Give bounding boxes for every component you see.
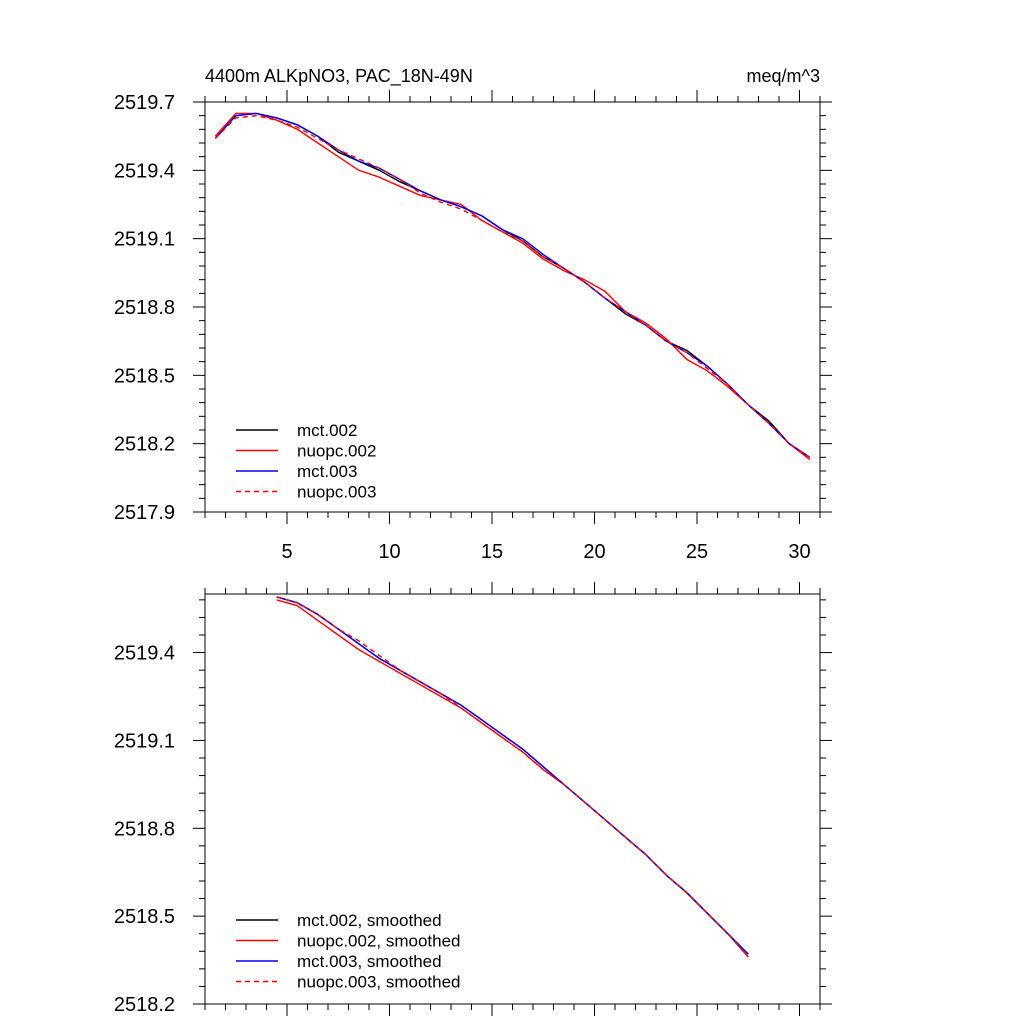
y-tick-label: 2519.4 [114, 643, 175, 665]
bottom-legend: mct.002, smoothed nuopc.002, smoothedmct.… [236, 911, 461, 992]
series-line [214, 112, 811, 458]
series-line [214, 114, 811, 458]
series-line [276, 596, 749, 955]
series-line [214, 112, 811, 461]
y-tick-label: 2519.4 [114, 160, 175, 182]
top-panel: 4400m ALKpNO3, PAC_18N-49N meq/m^3 5 10 15… [114, 66, 832, 563]
bottom-panel: 2519.4 2519.1 2518.8 2518.5 2518.2 mct.002, … [114, 582, 832, 1016]
x-tick-label: 10 [378, 541, 400, 563]
y-tick-label: 2517.9 [114, 502, 175, 524]
series-line [276, 599, 749, 958]
series-line [276, 596, 749, 958]
legend-label: mct.003 [297, 462, 357, 481]
legend-label: mct.002 [297, 421, 357, 440]
legend-label: nuopc.002, smoothed [297, 932, 461, 951]
units-label: meq/m^3 [747, 66, 820, 86]
legend-label: nuopc.002 [297, 442, 376, 461]
x-tick-label: 15 [481, 541, 503, 563]
y-tick-label: 2518.8 [114, 818, 175, 840]
top-series-group [214, 112, 811, 461]
bottom-axis-ticks: 2519.4 2519.1 2518.8 2518.5 2518.2 [114, 582, 832, 1016]
x-tick-label: 20 [583, 541, 605, 563]
legend-label: nuopc.003, smoothed [297, 973, 461, 992]
y-tick-label: 2518.2 [114, 434, 175, 456]
y-tick-label: 2519.1 [114, 730, 175, 752]
y-tick-label: 2519.7 [114, 92, 175, 114]
y-tick-label: 2519.1 [114, 229, 175, 251]
x-tick-label: 30 [788, 541, 810, 563]
top-axis-ticks: 5 10 15 20 25 30 2519.7 2519.4 2519.1 2518.8 2518.… [114, 90, 832, 563]
x-tick-label: 25 [686, 541, 708, 563]
bottom-series-group [276, 596, 749, 958]
legend-label: mct.002, smoothed [297, 911, 442, 930]
series-line [276, 596, 749, 955]
y-tick-label: 2518.5 [114, 906, 175, 928]
y-tick-label: 2518.8 [114, 297, 175, 319]
chart-title: 4400m ALKpNO3, PAC_18N-49N [205, 66, 473, 87]
x-tick-label: 5 [281, 541, 292, 563]
series-line [214, 112, 811, 458]
legend-label: mct.003, smoothed [297, 952, 442, 971]
y-tick-label: 2518.5 [114, 365, 175, 387]
legend-label: nuopc.003 [297, 483, 376, 502]
y-tick-label: 2518.2 [114, 994, 175, 1016]
